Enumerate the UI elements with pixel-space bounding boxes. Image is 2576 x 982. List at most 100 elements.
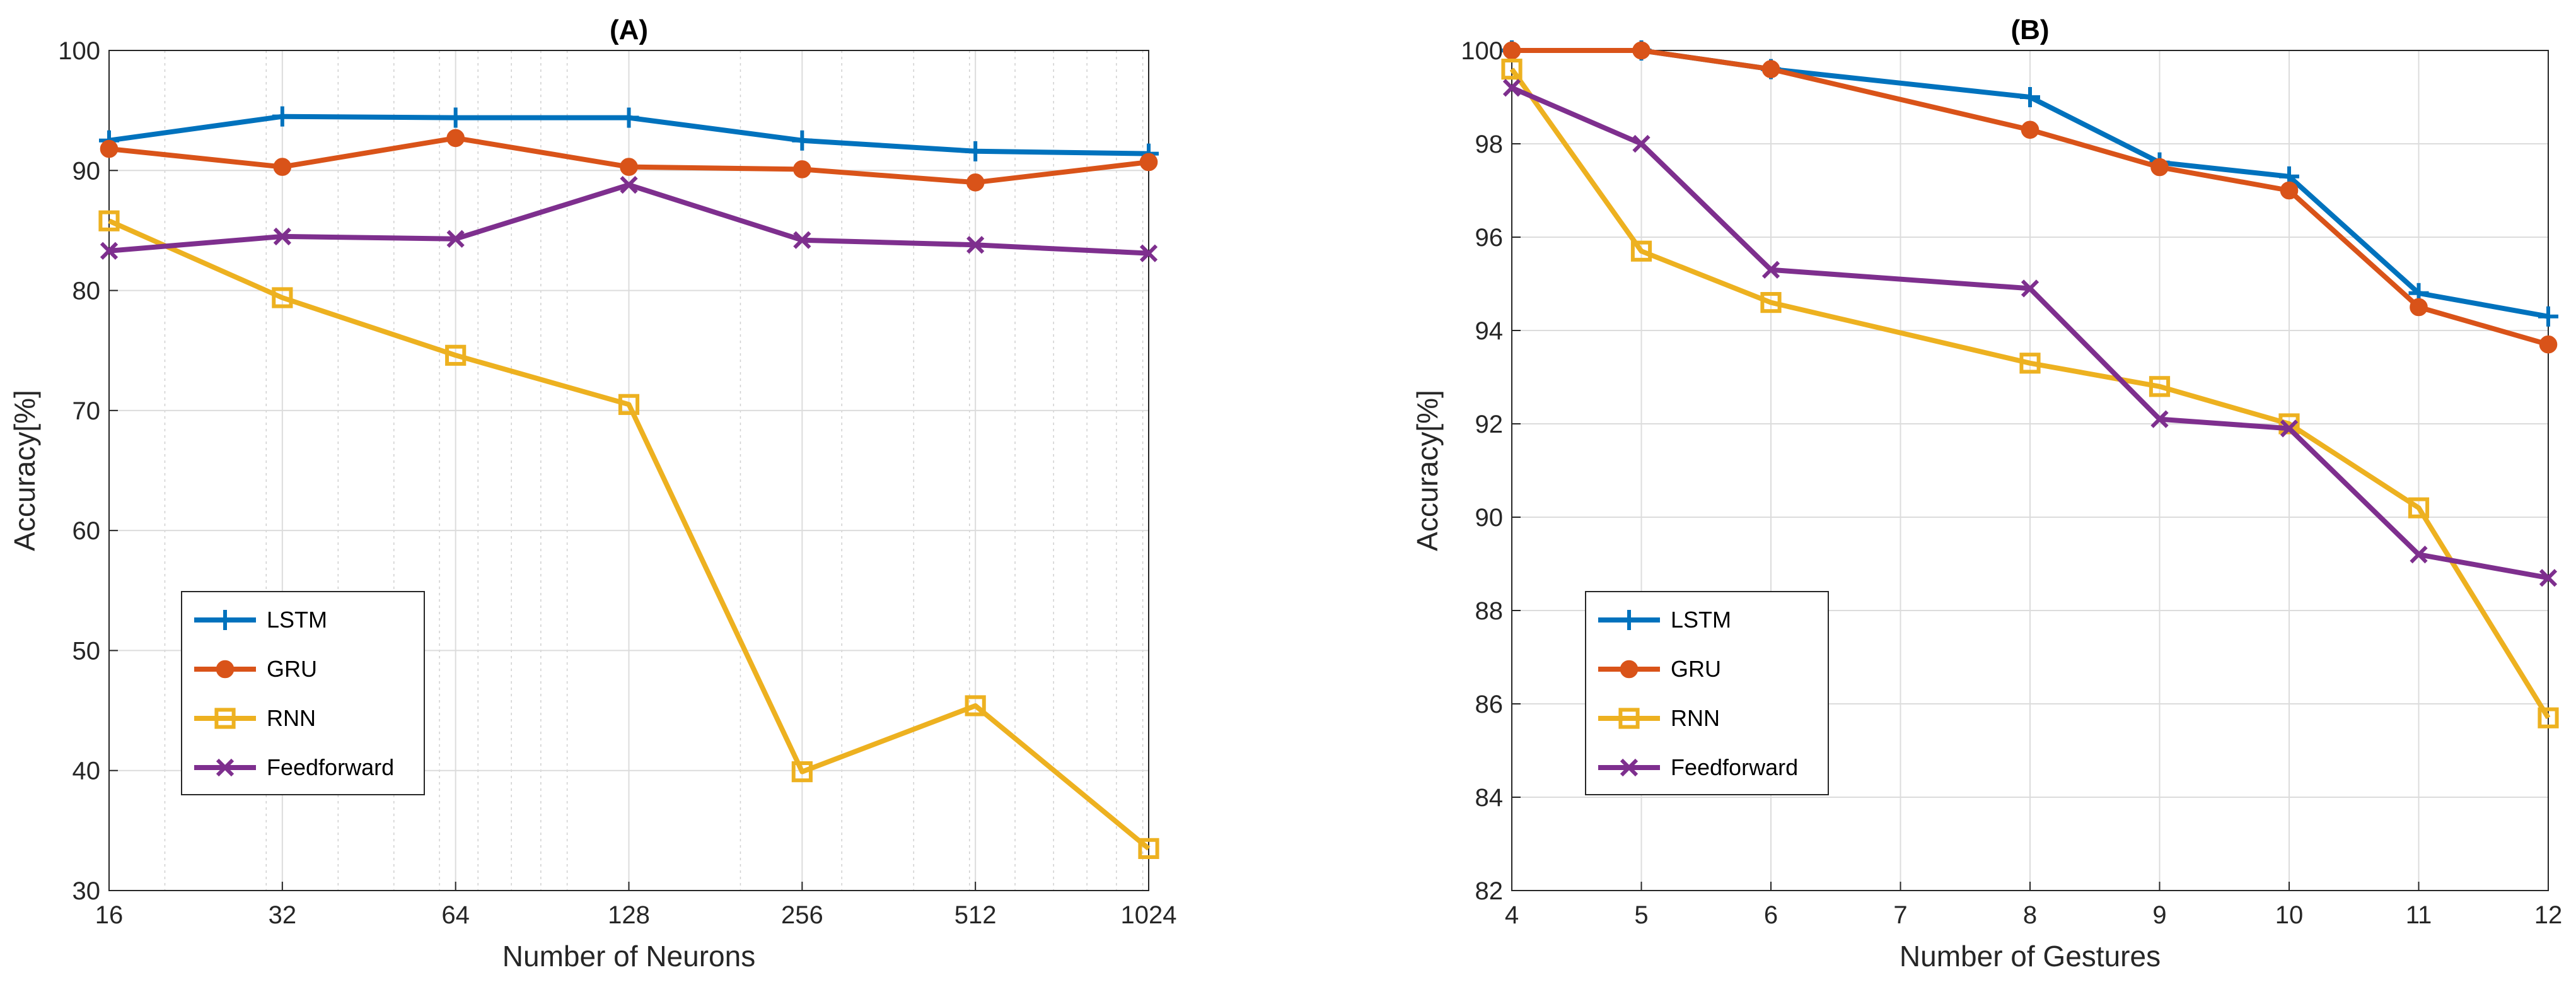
- data-point: [2280, 181, 2299, 200]
- legend-label: GRU: [1671, 656, 1721, 682]
- data-point: [793, 160, 811, 178]
- legend-marker-b: [1620, 758, 1639, 777]
- data-point: [791, 761, 813, 783]
- data-point: [792, 130, 813, 151]
- data-point: [1761, 60, 1780, 78]
- data-point-b: [1761, 260, 1780, 279]
- data-point-b: [2539, 569, 2558, 587]
- data-point: [1630, 240, 1652, 262]
- chart-title: (A): [610, 15, 648, 45]
- y-tick-label: 82: [1475, 877, 1504, 905]
- data-point: [272, 287, 293, 308]
- y-tick-label: 90: [1475, 504, 1504, 532]
- series-feedforward: [100, 175, 1158, 262]
- data-point: [620, 158, 638, 176]
- y-tick-label: 98: [1475, 131, 1504, 158]
- data-point: [1139, 153, 1158, 172]
- data-point: [2278, 413, 2300, 435]
- legend-entry: LSTM: [1598, 607, 1731, 633]
- y-tick-label: 70: [73, 397, 101, 425]
- legend-label: Feedforward: [267, 754, 394, 780]
- data-point: [2539, 569, 2558, 587]
- legend-entry: GRU: [194, 656, 317, 682]
- legend-marker-b: [216, 758, 235, 777]
- x-tick-label: 8: [2023, 901, 2037, 929]
- legend-entry: RNN: [194, 705, 316, 731]
- data-point: [446, 230, 465, 248]
- data-point: [1761, 260, 1780, 279]
- legend-entry: GRU: [1598, 656, 1721, 682]
- x-tick-label: 32: [269, 901, 297, 929]
- data-point: [2150, 158, 2169, 177]
- data-point: [618, 107, 639, 128]
- data-point: [2150, 410, 2169, 428]
- legend: LSTM GRU RNN Feedforward: [1585, 591, 1829, 795]
- data-point: [98, 210, 120, 231]
- data-point: [100, 139, 119, 158]
- y-tick-label: 96: [1475, 224, 1504, 252]
- data-point: [2410, 298, 2428, 317]
- data-point: [2410, 546, 2428, 564]
- data-point: [793, 231, 811, 249]
- data-point: [965, 695, 986, 716]
- data-point: [1501, 59, 1523, 80]
- data-point: [966, 173, 985, 192]
- axes-box: [108, 50, 1149, 891]
- data-point: [2408, 497, 2430, 518]
- chart-a: 16 32 64 128 256 512 1024 30 40 50 60 70 80 90 100 (A) N…: [8, 15, 1176, 973]
- x-tick-label: 128: [608, 901, 650, 929]
- data-point: [966, 236, 985, 254]
- series-line: [1512, 48, 2550, 348]
- y-tick-label: 50: [73, 637, 101, 665]
- y-tick-label: 94: [1475, 317, 1504, 345]
- x-tick-label: 12: [2534, 901, 2563, 929]
- legend-marker: [1620, 758, 1639, 777]
- data-point-b: [100, 242, 119, 260]
- x-tick-label: 6: [1764, 901, 1778, 929]
- legend-label: Feedforward: [1671, 754, 1798, 780]
- series-gru: [1502, 41, 2558, 354]
- legend-marker: [215, 610, 235, 630]
- data-point: [1632, 41, 1651, 60]
- data-point: [965, 141, 986, 161]
- legend-box: [1585, 591, 1829, 795]
- series-rnn: [98, 210, 1159, 860]
- data-point: [273, 158, 292, 176]
- y-axis-label: Accuracy[%]: [1411, 390, 1444, 551]
- data-point: [2021, 279, 2039, 298]
- data-point-b: [966, 236, 985, 254]
- data-point: [2280, 419, 2299, 438]
- y-axis-label: Accuracy[%]: [8, 390, 41, 551]
- data-point: [2539, 335, 2558, 354]
- data-point: [2020, 87, 2040, 107]
- series-line: [1511, 85, 2549, 581]
- data-point: [2538, 306, 2558, 327]
- data-point: [1502, 79, 1521, 97]
- legend: LSTM GRU RNN Feedforward: [181, 591, 425, 795]
- series-line: [108, 218, 1151, 851]
- x-tick-label: 4: [1505, 901, 1519, 929]
- data-point-b: [446, 230, 465, 248]
- y-tick-label: 40: [73, 757, 101, 785]
- y-tick-label: 60: [73, 517, 101, 545]
- data-point: [2149, 376, 2171, 397]
- data-point: [1502, 41, 1521, 60]
- x-axis-label: Number of Gestures: [1900, 940, 2161, 973]
- y-tick-label: 100: [58, 37, 100, 65]
- legend-marker: [216, 758, 235, 777]
- chart-title: (B): [2010, 15, 2049, 45]
- legend-label: LSTM: [1671, 607, 1731, 633]
- legend-label: LSTM: [267, 607, 327, 633]
- y-tick-label: 84: [1475, 784, 1504, 812]
- series-gru: [100, 129, 1158, 192]
- data-point: [620, 175, 638, 194]
- data-point: [1760, 292, 1782, 313]
- data-point: [446, 129, 465, 148]
- axes-box: [1511, 50, 2549, 891]
- data-point: [618, 394, 640, 415]
- data-point: [273, 227, 291, 246]
- legend-entry: RNN: [1598, 705, 1720, 731]
- series-rnn: [1501, 59, 2559, 728]
- data-point: [2021, 120, 2039, 139]
